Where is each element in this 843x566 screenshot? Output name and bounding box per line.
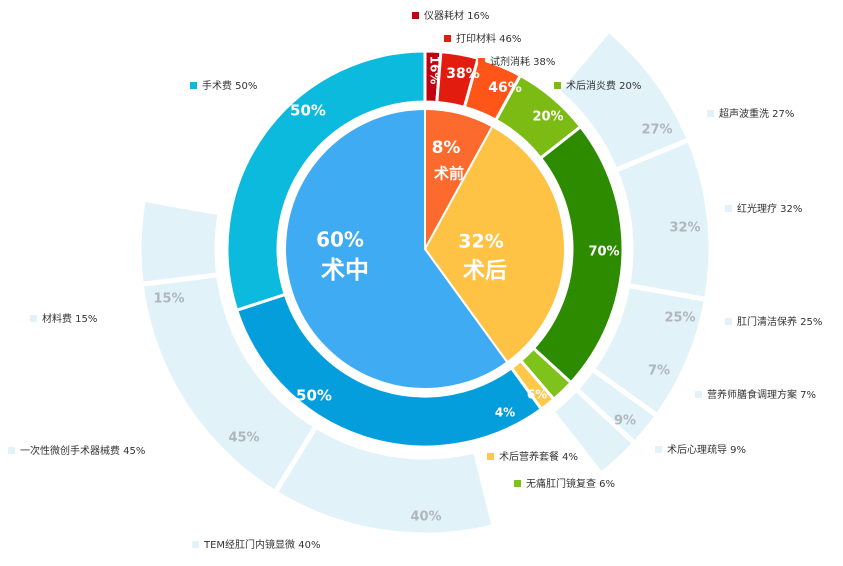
legend-11-swatch xyxy=(695,391,702,398)
outer-value-label-2: 32% xyxy=(669,221,700,236)
legend-7-swatch xyxy=(514,480,521,487)
legend-4-text: 术后消炎费 20% xyxy=(566,79,641,92)
legend-13-text: TEM经肛门内镜显微 40% xyxy=(203,538,320,551)
legend-8-swatch xyxy=(707,110,714,117)
legend-9-text: 红光理疗 32% xyxy=(737,202,802,215)
legend-6-text: 术后营养套餐 4% xyxy=(499,450,578,463)
middle-value-label-1: 50% xyxy=(290,102,326,120)
outer-value-label-8: 15% xyxy=(153,292,184,307)
outer-value-label-1: 27% xyxy=(641,123,672,138)
inner-slice-3 xyxy=(284,107,509,390)
inner-name-label-mid: 术中 xyxy=(321,256,369,284)
outer-segment-8 xyxy=(136,196,224,288)
legend-10-text: 肛门清洁保养 25% xyxy=(737,315,822,328)
legend-6-swatch xyxy=(487,453,494,460)
outer-value-label-3: 25% xyxy=(664,311,695,326)
middle-value-label-6: 20% xyxy=(532,110,563,125)
legend-1-text: 仪器耗材 16% xyxy=(424,9,489,22)
outer-segment-5 xyxy=(548,385,639,478)
middle-value-label-8: 6% xyxy=(527,388,547,402)
inner-value-label-post: 32% xyxy=(458,231,503,253)
middle-value-label-2: 50% xyxy=(296,387,332,405)
legend-8-text: 超声波重洗 27% xyxy=(719,107,794,120)
middle-value-label-3: 16% xyxy=(428,56,442,85)
legend-14-text: 一次性微创手术器械费 45% xyxy=(20,444,145,457)
outer-value-label-6: 40% xyxy=(410,510,441,525)
inner-slice-2 xyxy=(423,124,566,364)
middle-value-label-4: 38% xyxy=(446,66,480,82)
legend-12-text: 术后心理疏导 9% xyxy=(667,443,746,456)
middle-tick-9 xyxy=(276,140,287,150)
inner-value-label-mid: 60% xyxy=(316,228,364,252)
legend-14-swatch xyxy=(8,447,15,454)
middle-tick-2 xyxy=(453,69,459,80)
legend-4-swatch xyxy=(554,82,561,89)
middle-value-label-9: 4% xyxy=(495,406,515,420)
legend-11-text: 营养师膳食调理方案 7% xyxy=(707,388,816,401)
legend-9-swatch xyxy=(725,205,732,212)
legend-12-swatch xyxy=(655,446,662,453)
inner-name-label-pre: 术前 xyxy=(434,165,464,183)
inner-name-label-post: 术后 xyxy=(463,259,507,284)
legend-5-swatch xyxy=(190,82,197,89)
middle-tick-8 xyxy=(367,412,374,423)
outer-value-label-4: 7% xyxy=(648,364,670,379)
middle-tick-7 xyxy=(530,383,539,393)
legend-13-swatch xyxy=(192,541,199,548)
legend-5-text: 手术费 50% xyxy=(202,79,257,92)
legend-1-swatch xyxy=(412,12,419,19)
legend-3-swatch xyxy=(478,58,485,65)
middle-value-label-7: 70% xyxy=(588,245,619,260)
legend-10-swatch xyxy=(725,318,732,325)
middle-tick-3 xyxy=(488,79,496,91)
inner-value-label-pre: 8% xyxy=(432,138,461,158)
outer-value-label-7: 45% xyxy=(228,431,259,446)
middle-tick-6 xyxy=(543,371,553,381)
legend-7-text: 无痛肛门镜复查 6% xyxy=(526,477,615,490)
legend-2-text: 打印材料 46% xyxy=(456,32,521,45)
outer-value-label-5: 9% xyxy=(614,414,636,429)
legend-2-swatch xyxy=(444,35,451,42)
middle-tick-4 xyxy=(535,109,544,119)
legend-15-text: 材料费 15% xyxy=(42,312,97,325)
middle-value-label-5: 46% xyxy=(488,80,522,96)
middle-segment-9 xyxy=(225,49,427,313)
legend-15-swatch xyxy=(30,315,37,322)
legend-3-text: 试剂消耗 38% xyxy=(490,55,555,68)
